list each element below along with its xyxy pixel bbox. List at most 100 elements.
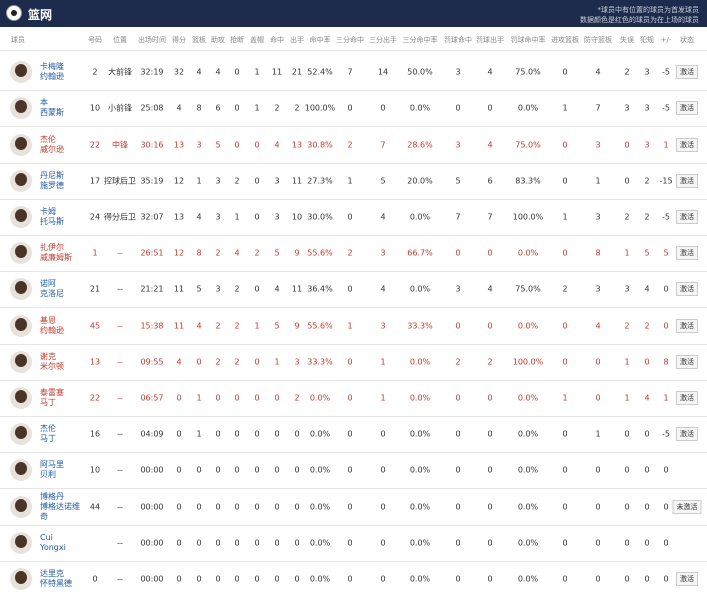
status-button[interactable]: 激活 — [676, 101, 698, 116]
stat-cell: 3 — [595, 212, 601, 222]
stat-cell: 0.0% — [517, 465, 539, 475]
stat-cell: -- — [117, 248, 123, 258]
stat-cell: 0 — [254, 465, 260, 475]
stat-cell: 0 — [274, 502, 280, 511]
stat-cell: 5 — [380, 176, 386, 186]
stat-cell: 1 — [562, 393, 568, 403]
stat-cell: 0.0% — [517, 429, 539, 439]
stat-cell: 1 — [254, 103, 260, 113]
stat-cell: 0 — [196, 465, 202, 475]
stat-cell: 1 — [380, 357, 386, 367]
stat-cell: 3 — [644, 67, 650, 77]
stat-cell: 7 — [347, 67, 353, 77]
stat-cell: 3 — [624, 284, 630, 294]
status-button[interactable]: 激活 — [676, 282, 698, 297]
column-header: 罚球命中率 — [510, 36, 546, 44]
stat-cell: 0 — [562, 574, 568, 584]
stat-cell: 9 — [294, 321, 300, 330]
stat-cell: 8 — [196, 103, 202, 113]
status-button[interactable]: 激活 — [676, 65, 698, 80]
stat-cell: 2 — [234, 321, 240, 330]
player-name: 博格达诺维 — [40, 501, 80, 511]
status-button[interactable]: 激活 — [676, 173, 698, 188]
stat-cell: 0 — [644, 574, 650, 584]
player-name: 卡姆 — [40, 206, 56, 216]
stat-cell: 33.3% — [407, 321, 433, 330]
stat-cell: 0 — [215, 393, 221, 403]
player-name: 马丁 — [40, 434, 56, 444]
stat-cell: 0 — [196, 357, 202, 367]
stat-cell: 1 — [196, 393, 202, 403]
stat-cell: 10 — [291, 212, 303, 222]
status-button[interactable]: 激活 — [676, 571, 698, 586]
stat-cell: 4 — [196, 212, 202, 222]
stat-cell: 33.3% — [307, 357, 333, 367]
stat-cell: 17 — [89, 176, 101, 186]
status-button[interactable]: 激活 — [676, 390, 698, 405]
stat-cell: 0 — [176, 538, 182, 548]
stat-cell: 0 — [347, 465, 353, 475]
status-button[interactable]: 未激活 — [672, 499, 702, 514]
row-divider — [0, 198, 707, 200]
stat-cell: 0 — [644, 357, 650, 367]
stat-cell: -5 — [662, 212, 670, 222]
stat-cell: 0 — [347, 357, 353, 367]
stat-cell: 2 — [455, 357, 461, 367]
stat-cell: 0 — [644, 538, 650, 548]
stat-cell: 11 — [271, 67, 283, 77]
stat-cell: 2 — [215, 248, 221, 258]
player-photo — [10, 97, 32, 120]
stat-cell: 0 — [347, 284, 353, 294]
stat-cell: 13 — [173, 212, 185, 222]
column-header: 罚球出手 — [476, 36, 504, 44]
stat-cell: 0.0% — [409, 502, 431, 511]
stat-cell: 0 — [455, 502, 461, 511]
stat-cell: 0 — [562, 248, 568, 258]
stat-cell: 26:51 — [140, 248, 164, 258]
status-button[interactable]: 激活 — [676, 209, 698, 224]
stat-cell: 4 — [644, 284, 650, 294]
stat-cell: 0 — [215, 574, 221, 584]
stat-cell: 3 — [595, 284, 601, 294]
stat-cell: 2 — [562, 284, 568, 294]
stat-cell: 0 — [215, 502, 221, 511]
stat-cell: 0 — [663, 284, 669, 294]
player-name: 施罗德 — [40, 180, 64, 190]
player-name: 马丁 — [40, 397, 56, 407]
stat-cell: 0 — [624, 538, 630, 548]
player-name: 奇 — [40, 511, 48, 521]
status-button[interactable]: 激活 — [676, 318, 698, 333]
stat-cell: 4 — [176, 357, 182, 367]
stat-cell: 0 — [644, 465, 650, 475]
stat-cell: 3 — [380, 321, 386, 330]
stat-cell: -- — [117, 465, 123, 475]
column-header: 号码 — [88, 36, 102, 44]
stat-cell: 0 — [663, 465, 669, 475]
status-button[interactable]: 激活 — [676, 354, 698, 369]
player-name: Cui — [40, 532, 53, 542]
stat-cell: 0 — [254, 212, 260, 222]
stat-cell: 0.0% — [517, 574, 539, 584]
stat-cell: 0 — [562, 140, 568, 149]
stat-cell: 0 — [347, 429, 353, 439]
status-button[interactable]: 激活 — [676, 137, 698, 152]
stat-cell: 6 — [487, 176, 493, 186]
stat-cell: -- — [117, 429, 123, 439]
header-note: 数据颜色是红色的球员为在上场的球员 — [580, 16, 699, 24]
stat-cell: 2 — [234, 284, 240, 294]
stat-cell: 0.0% — [309, 502, 331, 511]
stat-cell: 0 — [274, 429, 280, 439]
column-header: 篮板 — [192, 36, 206, 44]
stat-cell: 0 — [234, 103, 240, 113]
status-button[interactable]: 激活 — [676, 246, 698, 261]
status-button[interactable]: 激活 — [676, 427, 698, 442]
player-name: 约翰逊 — [40, 325, 64, 335]
stat-cell: 1 — [380, 393, 386, 403]
stat-cell: 0 — [176, 393, 182, 403]
stat-cell: 2 — [92, 67, 98, 77]
stat-cell: 4 — [380, 284, 386, 294]
stat-cell: 0 — [234, 538, 240, 548]
stat-cell: 3 — [455, 140, 461, 149]
column-header: 三分出手 — [369, 36, 397, 44]
stat-cell: 0 — [294, 465, 300, 475]
